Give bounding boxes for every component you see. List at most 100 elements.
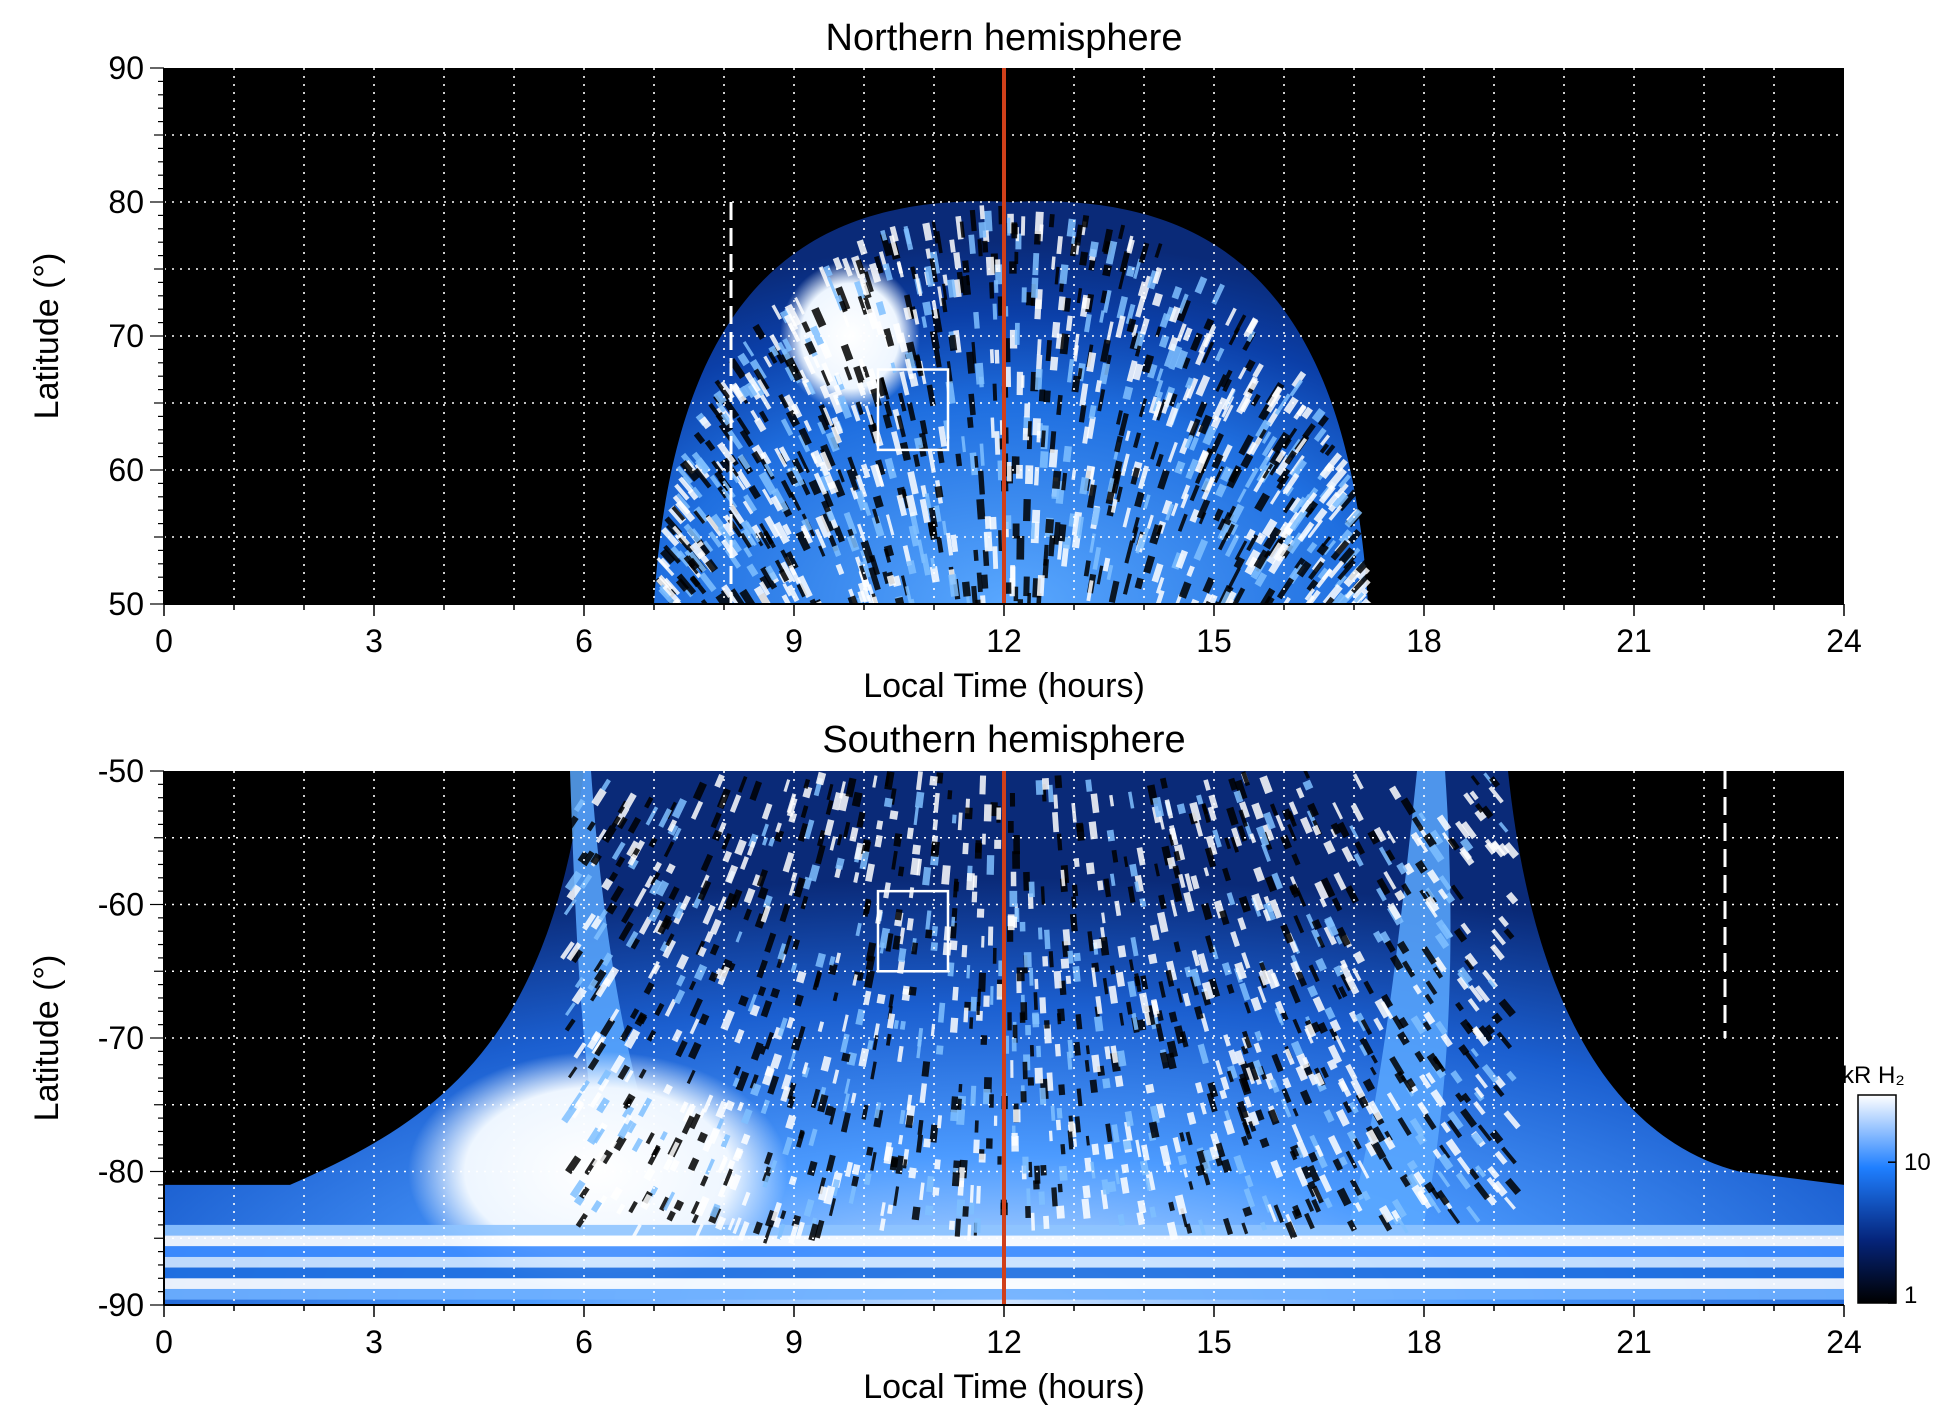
north-speckle-dash	[819, 451, 833, 472]
north-speckle-dash	[1155, 326, 1162, 338]
south-speckle-dash	[1060, 869, 1066, 887]
south-speckle-dash	[1136, 847, 1146, 866]
south-speckle-dash	[1383, 871, 1397, 890]
south-speckle-dash	[1250, 996, 1262, 1012]
south-speckle-dash	[1205, 835, 1218, 856]
south-speckle-dash	[1159, 1051, 1170, 1069]
north-speckle-dash	[978, 376, 984, 388]
south-speckle-dash	[1056, 1205, 1065, 1219]
south-speckle-dash	[782, 852, 795, 873]
south-speckle-dash	[1387, 902, 1402, 921]
north-speckle-dash	[1274, 393, 1291, 416]
north-speckle-dash	[1271, 385, 1283, 399]
south-speckle-dash	[948, 1220, 955, 1230]
south-speckle-dash	[1158, 894, 1167, 910]
north-speckle-dash	[728, 358, 746, 380]
south-speckle-dash	[590, 852, 602, 866]
south-speckle-dash	[1025, 1205, 1031, 1219]
south-speckle-dash	[697, 880, 712, 901]
north-speckle-dash	[833, 525, 845, 543]
south-speckle-dash	[1315, 957, 1328, 972]
south-speckle-dash	[1203, 867, 1210, 877]
north-speckle-dash	[1317, 415, 1329, 428]
north-speckle-dash	[719, 458, 733, 473]
south-speckle-dash	[768, 837, 775, 847]
north-speckle-dash	[1203, 318, 1215, 331]
south-speckle-dash	[1058, 1165, 1068, 1181]
south-speckle-dash	[1168, 1011, 1178, 1023]
south-speckle-dash	[1196, 794, 1204, 805]
north-speckle-dash	[780, 549, 793, 569]
north-speckle-dash	[1306, 541, 1318, 554]
south-speckle-dash	[1326, 1058, 1338, 1071]
south-speckle-dash	[971, 891, 978, 903]
south-speckle-dash	[1464, 1050, 1480, 1070]
south-speckle-dash	[1150, 1000, 1160, 1015]
south-speckle-dash	[1060, 1144, 1066, 1155]
north-speckle-dash	[1189, 508, 1201, 523]
south-speckle-dash	[1116, 1050, 1127, 1067]
south-speckle-dash	[1334, 1035, 1346, 1053]
north-speckle-dash	[704, 439, 716, 452]
north-speckle-dash	[683, 523, 701, 543]
north-speckle-dash	[1316, 542, 1329, 556]
north-speckle-dash	[914, 354, 924, 377]
north-speckle-dash	[855, 259, 866, 275]
north-speckle-dash	[1115, 315, 1126, 339]
north-speckle-dash	[1193, 539, 1209, 561]
north-xtick-label: 24	[1826, 623, 1862, 659]
south-speckle-dash	[1039, 1087, 1047, 1105]
south-speckle	[560, 771, 1522, 1245]
north-speckle-dash	[1054, 266, 1060, 285]
south-speckle-dash	[1124, 1121, 1133, 1142]
south-speckle-dash	[935, 1045, 944, 1055]
south-speckle-dash	[598, 908, 609, 921]
north-speckle-dash	[922, 222, 933, 241]
north-speckle-dash	[1023, 576, 1030, 597]
south-speckle-dash	[781, 1074, 793, 1091]
north-speckle-dash	[722, 522, 735, 537]
north-speckle-dash	[1169, 306, 1181, 323]
north-speckle-dash	[1233, 314, 1247, 334]
south-speckle-dash	[1057, 1183, 1063, 1193]
south-speckle-dash	[1376, 877, 1391, 896]
north-speckle-dash	[717, 441, 736, 465]
south-speckle-dash	[1331, 897, 1343, 912]
north-speckle-dash	[760, 566, 778, 590]
north-speckle-dash	[1057, 540, 1063, 560]
north-speckle-dash	[828, 391, 844, 415]
south-speckle-dash	[571, 987, 587, 1005]
north-speckle-dash	[1283, 396, 1299, 415]
south-speckle-dash	[698, 1013, 710, 1026]
south-speckle-dash	[1394, 889, 1406, 902]
south-speckle-dash	[1114, 1169, 1120, 1185]
north-speckle-dash	[1133, 258, 1142, 280]
north-speckle-dash	[672, 598, 690, 604]
north-speckle-dash	[1048, 535, 1056, 557]
north-speckle-dash	[1247, 377, 1259, 391]
north-speckle-dash	[1126, 235, 1134, 252]
north-speckle-dash	[982, 240, 989, 253]
north-speckle-dash	[751, 450, 763, 464]
south-speckle-dash	[1193, 1005, 1204, 1020]
north-speckle-dash	[1078, 404, 1087, 423]
south-xtick-label: 9	[785, 1324, 803, 1360]
south-speckle-dash	[1311, 918, 1323, 931]
north-speckle-dash	[1201, 341, 1215, 364]
south-speckle-dash	[675, 974, 686, 987]
south-speckle-dash	[1007, 820, 1014, 833]
north-speckle-dash	[1266, 542, 1285, 565]
north-speckle-dash	[1143, 555, 1156, 574]
south-speckle-dash	[826, 783, 834, 801]
south-speckle-dash	[1053, 794, 1059, 809]
south-speckle-dash	[1329, 1019, 1342, 1033]
south-speckle-dash	[617, 816, 628, 830]
north-speckle-dash	[1102, 289, 1112, 313]
south-speckle-dash	[1421, 946, 1437, 965]
north-speckle-dash	[871, 515, 885, 538]
south-speckle-dash	[898, 1134, 904, 1145]
north-speckle-dash	[1276, 577, 1295, 600]
north-speckle-dash	[982, 549, 990, 567]
north-speckle-dash	[1229, 503, 1245, 524]
north-speckle-dash	[914, 273, 923, 297]
